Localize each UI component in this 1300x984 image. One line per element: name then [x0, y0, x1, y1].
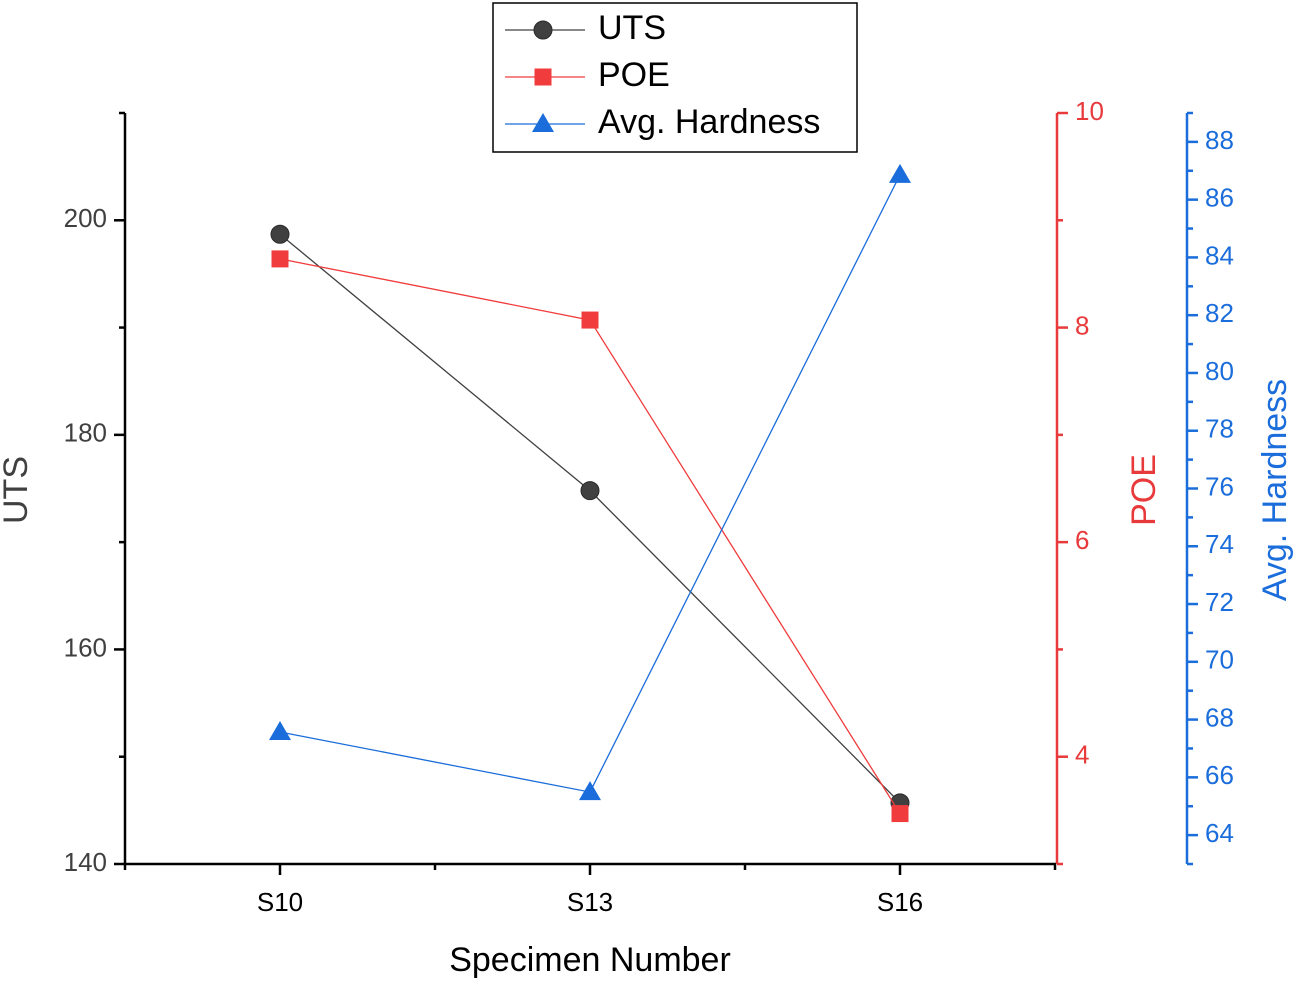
y3-tick-label: 86 — [1205, 183, 1234, 213]
legend-label: Avg. Hardness — [598, 103, 820, 141]
y3-tick-label: 80 — [1205, 356, 1234, 386]
x-tick-label: S13 — [567, 887, 613, 917]
y-tick-label: 180 — [64, 418, 107, 448]
marker — [581, 311, 599, 329]
y3-tick-label: 70 — [1205, 645, 1234, 675]
y-tick-label: 200 — [64, 203, 107, 233]
y3-tick-label: 66 — [1205, 760, 1234, 790]
y2-tick-label: 6 — [1075, 525, 1089, 555]
legend-label: UTS — [598, 9, 666, 47]
y3-tick-label: 88 — [1205, 125, 1234, 155]
y3-tick-label: 64 — [1205, 818, 1234, 848]
y3-tick-label: 82 — [1205, 298, 1234, 328]
y3-tick-label: 74 — [1205, 529, 1234, 559]
marker — [269, 720, 291, 740]
marker — [579, 781, 601, 801]
x-axis-title: Specimen Number — [449, 941, 731, 979]
legend-marker — [534, 68, 552, 86]
y-tick-label: 140 — [64, 847, 107, 877]
y2-axis-title: POE — [1125, 454, 1163, 526]
y2-tick-label: 8 — [1075, 310, 1089, 340]
y3-tick-label: 76 — [1205, 471, 1234, 501]
legend-marker — [532, 113, 554, 132]
y-axis-title: UTS — [0, 456, 35, 524]
y3-tick-label: 84 — [1205, 240, 1234, 270]
marker — [580, 481, 600, 501]
marker — [271, 250, 289, 268]
y-tick-label: 160 — [64, 632, 107, 662]
y3-tick-label: 72 — [1205, 587, 1234, 617]
y2-tick-label: 10 — [1075, 96, 1104, 126]
y3-tick-label: 78 — [1205, 414, 1234, 444]
marker — [270, 224, 290, 244]
series-line — [279, 258, 901, 814]
y3-axis-title: Avg. Hardness — [1256, 379, 1294, 601]
legend-marker — [533, 20, 553, 40]
x-tick-label: S10 — [257, 887, 303, 917]
y2-tick-label: 4 — [1075, 740, 1089, 770]
legend-label: POE — [598, 56, 670, 94]
x-tick-label: S16 — [877, 887, 923, 917]
y3-tick-label: 68 — [1205, 702, 1234, 732]
marker — [891, 805, 909, 823]
marker — [889, 163, 911, 183]
